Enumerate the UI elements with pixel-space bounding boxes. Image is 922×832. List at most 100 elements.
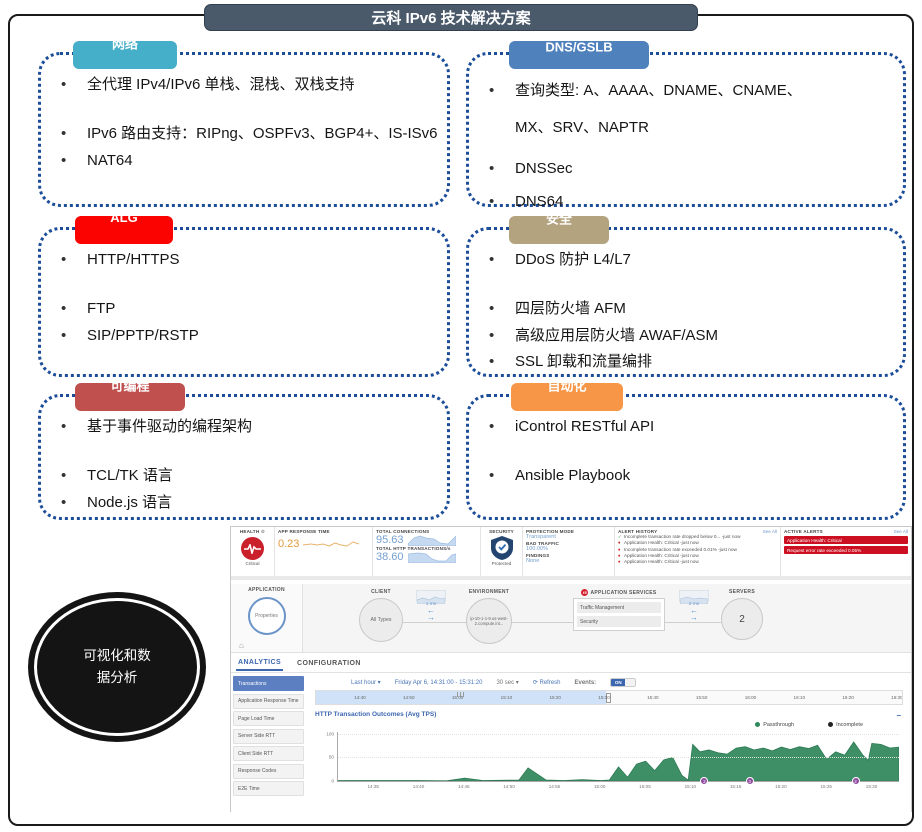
right-arrow-icon: → — [427, 613, 435, 623]
list-item: DNSSec — [469, 157, 903, 181]
diamond-icon: ♦ — [618, 559, 621, 565]
range-dropdown[interactable]: Last hour ▾ — [351, 680, 381, 686]
active-alerts-section: ACTIVE ALERTS See All Application Health:… — [784, 529, 908, 554]
protection-mode-value: Transparent — [526, 534, 556, 540]
health-label: HEALTH — [239, 529, 260, 534]
sidebar-item[interactable]: Response Codes — [233, 763, 304, 779]
alert-history-see-all[interactable]: See All — [762, 529, 777, 534]
left-arrow-icon: ← — [690, 606, 698, 615]
event-badges: 2 3 2 — [338, 732, 899, 785]
tab-automation: 自动化 — [511, 383, 623, 411]
analytics-band: ANALYTICS CONFIGURATION Transactions Appl… — [231, 653, 911, 813]
sidebar-item[interactable]: E2E Time — [233, 781, 304, 796]
application-properties-node[interactable]: Properties — [247, 597, 286, 635]
health-section: HEALTH ⚙ Critical — [231, 527, 275, 576]
security-status: Protected — [491, 561, 512, 566]
service-row[interactable]: Traffic Management — [577, 602, 661, 613]
tab-programmable: 可编程 — [75, 383, 185, 411]
left-arrow-icon: ← — [427, 606, 435, 615]
active-alerts-see-all[interactable]: See All — [893, 529, 908, 534]
list-item: SIP/PPTP/RSTP — [41, 324, 447, 348]
refresh-button[interactable]: ⟳ Refresh — [532, 680, 561, 686]
total-http-value: 38.60 — [376, 551, 404, 563]
controls-row: Last hour ▾ Friday Apr 6, 14:31:00 - 15:… — [351, 678, 903, 687]
analytics-content: Last hour ▾ Friday Apr 6, 14:31:00 - 15:… — [307, 673, 911, 813]
timeline-tick: 15:40 — [647, 695, 659, 700]
tab-analytics[interactable]: ANALYTICS — [236, 655, 284, 671]
client-node[interactable]: All Types — [359, 598, 403, 642]
x-tick-label: 14:50 — [503, 784, 515, 789]
alert-history-section: ALERT HISTORY See All ✓ Incomplete transac… — [615, 527, 781, 576]
list-item: TCL/TK 语言 — [41, 464, 447, 488]
selected-range[interactable] — [316, 691, 607, 704]
legend-incomplete[interactable]: Incomplete — [828, 722, 863, 728]
sidebar-item[interactable]: Application Response Time — [233, 693, 304, 709]
health-pulse-icon — [241, 537, 264, 560]
alert-history-item: Application Health: Critical -just now — [624, 559, 699, 565]
services-box: Traffic Management Security — [573, 598, 665, 631]
alert-history-item: Incomplete transaction rate exceeded 0.0… — [624, 546, 737, 552]
latency-sparkline — [416, 590, 446, 605]
date-range-label: Friday Apr 6, 14:31:00 - 15:31:20 — [394, 679, 483, 686]
service-row[interactable]: Security — [577, 616, 661, 627]
latency-sparkline — [679, 590, 709, 605]
collapse-icon[interactable]: − — [896, 711, 901, 720]
timeline-tick: 15:20 — [549, 695, 561, 700]
environment-node[interactable]: ip-10-1-1-9.us-west-2.compute.int... — [466, 598, 512, 644]
list-item: FTP — [41, 297, 447, 321]
x-axis-labels: 14:35 14:40 14:45 14:50 14:55 15:00 15:05 15:10… — [337, 783, 899, 792]
diamond-icon: ♦ — [618, 553, 621, 559]
app-response-time-section: APP RESPONSE TIME 0.23 — [275, 527, 373, 576]
x-tick-label: 14:40 — [412, 784, 425, 789]
protection-section: PROTECTION MODE Transparent BAD TRAFFIC 10… — [523, 527, 615, 576]
right-arrow-icon: → — [690, 613, 698, 623]
home-icon[interactable]: ⌂ — [239, 641, 244, 650]
time-range-slider[interactable]: 14:40 14:50 15:00 15:10 15:20 15:30 15:40 15:50… — [315, 690, 903, 705]
list-item: NAT64 — [41, 149, 447, 173]
sidebar-item[interactable]: Transactions — [233, 676, 304, 691]
event-marker[interactable]: 3 — [745, 777, 754, 785]
application-panel: APPLICATION Properties ⌂ — [231, 584, 303, 652]
chart-title: HTTP Transaction Outcomes (Avg TPS) — [315, 711, 437, 718]
active-alert-badge: Request error rate exceeded 0.05% — [784, 546, 908, 554]
event-marker[interactable]: 2 — [700, 777, 709, 785]
legend-passthrough[interactable]: Passthrough — [755, 722, 794, 728]
tab-alg: ALG — [75, 216, 173, 244]
visualization-ellipse: 可视化和数据分析 — [28, 592, 206, 742]
environment-group: ENVIRONMENT ip-10-1-1-9.us-west-2.comput… — [466, 586, 512, 644]
total-connections-value: 95.63 — [376, 534, 404, 546]
list-item: Node.js 语言 — [41, 491, 447, 515]
gear-icon[interactable]: ⚙ — [260, 529, 266, 534]
slider-handle[interactable] — [606, 693, 612, 703]
topology-map: CLIENT All Types 1 ms ← → ENVIRONMENT ip… — [303, 584, 911, 652]
list-item: 查询类型: A、AAAA、DNAME、CNAME、MX、SRV、NAPTR — [469, 73, 829, 147]
interval-dropdown[interactable]: 30 sec ▾ — [496, 680, 519, 686]
sidebar-item[interactable]: Page Load Time — [233, 711, 304, 726]
timeline-tick: 16:00 — [744, 695, 757, 700]
tab-configuration[interactable]: CONFIGURATION — [297, 659, 361, 667]
event-marker[interactable]: 2 — [851, 777, 860, 785]
slider-grip[interactable] — [456, 692, 464, 697]
connections-sparkline — [407, 535, 456, 546]
alert-history-item: Incomplete transaction rate dropped belo… — [624, 534, 741, 539]
timeline-tick: 15:10 — [500, 695, 513, 700]
timeline-tick: 15:50 — [695, 695, 708, 700]
sidebar-item[interactable]: Client Side RTT — [233, 746, 304, 761]
timeline-tick: 16:10 — [793, 695, 806, 700]
feature-box-dns-gslb: DNS/GSLB 查询类型: A、AAAA、DNAME、CNAME、MX、SRV… — [466, 41, 906, 213]
findings-value: None — [526, 558, 540, 564]
list-item: DDoS 防护 L4/L7 — [469, 248, 903, 272]
events-toggle[interactable]: ON — [610, 678, 637, 687]
chart-legend: Passthrough Incomplete — [755, 722, 863, 728]
timeline-tick: 14:40 — [354, 695, 366, 700]
list-item: 四层防火墙 AFM — [469, 297, 903, 321]
x-tick-label: 14:45 — [458, 784, 470, 789]
alert-history-item: Application Health: Critical -just now — [624, 540, 699, 546]
sidebar-item[interactable]: Server Side RTT — [233, 728, 304, 744]
tab-security: 安全 — [509, 216, 609, 244]
servers-node[interactable]: 2 — [721, 598, 763, 640]
response-time-sparkline — [303, 541, 360, 547]
kpi-band: HEALTH ⚙ Critical APP RESPONSE TIME 0.23… — [231, 527, 911, 580]
topology-band: APPLICATION Properties ⌂ CLIENT All Type… — [231, 584, 911, 653]
